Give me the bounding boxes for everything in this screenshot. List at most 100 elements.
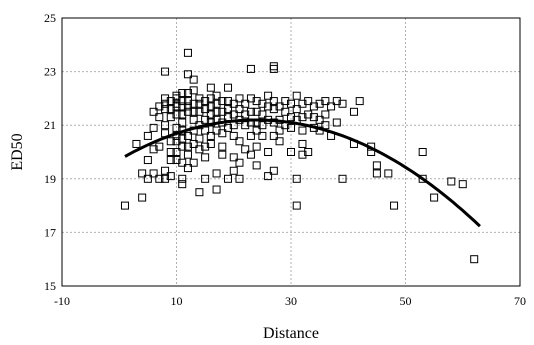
data-point (224, 123, 233, 132)
data-point (172, 123, 181, 132)
data-point (166, 156, 175, 165)
data-point (212, 115, 221, 124)
data-point (155, 113, 164, 122)
data-point (269, 131, 278, 140)
data-point (201, 142, 210, 151)
data-point (206, 110, 215, 119)
data-point (183, 97, 192, 106)
data-point (269, 62, 278, 71)
data-point (195, 99, 204, 108)
data-point (120, 201, 129, 210)
data-point (258, 110, 267, 119)
data-point (178, 134, 187, 143)
data-point (458, 180, 467, 189)
data-point (309, 123, 318, 132)
y-tick-label: 19 (44, 172, 56, 186)
data-point (143, 156, 152, 165)
data-point (189, 107, 198, 116)
data-point (367, 148, 376, 156)
data-point (264, 115, 273, 124)
data-point (183, 150, 192, 159)
data-point (149, 123, 158, 132)
data-point (206, 102, 215, 111)
data-point (241, 99, 250, 108)
data-point (178, 89, 187, 98)
data-point (321, 97, 330, 106)
data-point (235, 115, 244, 124)
data-point (332, 97, 341, 106)
data-point (178, 118, 187, 127)
data-point (218, 118, 227, 127)
x-tick-label: 30 (285, 294, 297, 308)
data-point (195, 107, 204, 116)
data-point (275, 102, 284, 111)
data-point (229, 121, 238, 130)
data-point (189, 86, 198, 95)
grid-lines (62, 18, 520, 286)
data-point (241, 145, 250, 154)
data-point (201, 97, 210, 106)
y-tick-labels: 15 17 19 21 23 25 (44, 11, 56, 293)
data-point (321, 121, 330, 130)
data-point (143, 174, 152, 183)
data-point (281, 121, 290, 130)
data-point (161, 174, 170, 183)
data-point (264, 148, 273, 156)
data-point (246, 131, 255, 140)
data-point (229, 153, 238, 162)
data-point (172, 131, 181, 140)
data-point (212, 107, 221, 116)
data-point (195, 121, 204, 130)
data-point (183, 107, 192, 116)
data-point (269, 97, 278, 106)
data-point (178, 142, 187, 151)
data-point (183, 89, 192, 98)
data-point (235, 174, 244, 183)
data-point (298, 150, 307, 159)
data-point (172, 102, 181, 111)
data-point (235, 137, 244, 146)
data-point (143, 131, 152, 140)
data-point (246, 94, 255, 103)
data-point (172, 110, 181, 119)
data-point (138, 169, 147, 178)
data-point (292, 115, 301, 124)
fit-curve (124, 118, 481, 228)
data-point (189, 139, 198, 148)
data-point (327, 131, 336, 140)
data-point (252, 107, 261, 116)
y-tick-label: 23 (44, 65, 56, 79)
data-point (218, 129, 227, 138)
data-point (195, 145, 204, 154)
data-points (120, 48, 479, 264)
data-point (241, 121, 250, 130)
data-point (183, 142, 192, 151)
data-point (166, 97, 175, 106)
x-tick-label: 50 (400, 294, 412, 308)
data-point (332, 118, 341, 127)
data-point (349, 107, 358, 116)
data-point (258, 121, 267, 130)
data-point (178, 180, 187, 189)
data-point (132, 139, 141, 148)
data-point (275, 115, 284, 124)
data-point (269, 64, 278, 73)
data-point (189, 126, 198, 135)
data-point (264, 91, 273, 100)
data-point (229, 110, 238, 119)
data-point (224, 113, 233, 122)
data-point (269, 105, 278, 114)
data-point (183, 48, 192, 57)
fit-curve-group (124, 118, 481, 228)
data-point (218, 142, 227, 151)
data-point (470, 255, 479, 264)
data-point (201, 115, 210, 124)
data-point (178, 126, 187, 135)
data-point (201, 105, 210, 114)
data-point (161, 166, 170, 175)
data-point (292, 174, 301, 183)
data-point (201, 153, 210, 162)
data-point (166, 105, 175, 114)
data-point (281, 107, 290, 116)
